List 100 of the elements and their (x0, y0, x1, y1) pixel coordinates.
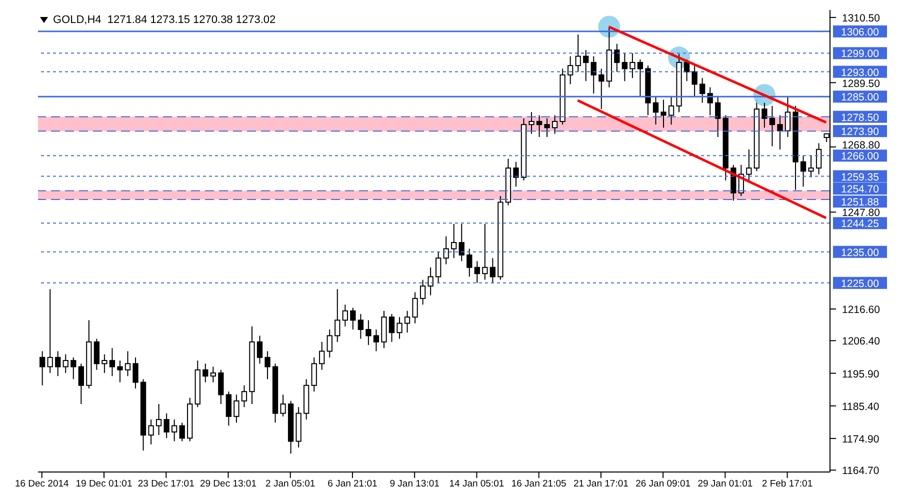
ref-line-label: 1306.00 (841, 26, 880, 38)
candlestick (436, 251, 442, 284)
candlestick (715, 96, 721, 138)
candlestick (808, 155, 814, 178)
candlestick (210, 366, 216, 383)
chart-title: GOLD,H4 1271.84 1273.15 1270.38 1273.02 (53, 14, 276, 26)
x-tick-label: 2 Jan 05:01 (266, 478, 316, 490)
y-tick-label: 1268.80 (842, 140, 880, 152)
candlestick (358, 313, 364, 340)
candlestick (148, 419, 154, 445)
x-tick-label: 16 Dec 2014 (14, 478, 69, 490)
candlestick (172, 419, 178, 442)
candlestick (396, 316, 402, 340)
candlestick (156, 404, 162, 436)
candlestick (334, 288, 340, 342)
candlestick (762, 102, 768, 128)
y-tick-label: 1195.90 (842, 368, 880, 380)
x-tick-label: 19 Dec 01:01 (76, 478, 132, 490)
candlestick (800, 155, 806, 188)
candlestick (40, 350, 46, 386)
ref-line-label: 1251.88 (841, 196, 880, 209)
x-tick-label: 23 Dec 17:01 (138, 478, 194, 490)
candlestick (179, 422, 185, 442)
x-tick-label: 6 Jan 21:01 (328, 478, 378, 490)
candlestick (132, 356, 138, 389)
candlestick (117, 360, 123, 383)
candlestick (443, 236, 449, 265)
candlestick (55, 350, 61, 377)
candlestick (350, 307, 356, 330)
x-tick-label: 26 Jan 09:01 (636, 478, 691, 490)
candlestick (622, 52, 628, 82)
candlestick (746, 148, 752, 181)
candlestick (124, 350, 131, 377)
candlestick (513, 161, 519, 188)
candlestick (490, 258, 496, 284)
candlestick (366, 320, 372, 346)
candlestick (241, 384, 248, 408)
candlestick (536, 114, 542, 138)
candlestick (47, 288, 53, 374)
candlestick (202, 363, 208, 383)
candlestick (544, 118, 550, 138)
candlestick (428, 266, 434, 296)
ref-line-label: 1285.00 (841, 92, 880, 104)
candlestick (226, 391, 232, 426)
candlestick (700, 77, 706, 104)
y-tick-label: 1216.60 (842, 304, 880, 316)
ref-line-label: 1266.00 (841, 150, 880, 163)
candlestick (583, 50, 589, 82)
candlestick (404, 310, 410, 334)
candlestick (420, 279, 426, 306)
y-tick-label: 1289.50 (842, 78, 880, 90)
ref-line-label: 1273.90 (841, 126, 880, 138)
candlestick (784, 96, 791, 138)
ref-line-label: 1235.00 (841, 246, 880, 259)
candlestick (373, 328, 380, 352)
x-tick-label: 14 Jan 05:01 (449, 478, 504, 490)
candlestick (652, 96, 659, 126)
candlestick (816, 142, 822, 175)
candlestick (78, 363, 84, 405)
candlestick (660, 99, 666, 128)
candlestick (474, 260, 480, 284)
ref-line-label: 1293.00 (841, 66, 880, 79)
candlestick (575, 34, 581, 72)
ref-line-label: 1225.00 (841, 278, 880, 290)
candlestick (568, 56, 574, 85)
candlestick (528, 112, 534, 134)
candlestick (637, 58, 644, 98)
candlestick (552, 114, 558, 134)
candlestick (62, 354, 68, 374)
ref-line-label: 1278.50 (841, 112, 880, 124)
candlestick (692, 65, 698, 98)
y-tick-label: 1164.70 (842, 465, 880, 478)
candlestick (412, 292, 418, 324)
candlestick (598, 68, 604, 110)
x-tick-label: 29 Jan 01:01 (698, 478, 753, 490)
x-tick-label: 16 Jan 21:05 (511, 478, 566, 490)
candlestick (668, 96, 674, 126)
candlestick (466, 248, 472, 278)
candlestick (482, 223, 488, 280)
x-tick-label: 9 Jan 13:01 (390, 478, 440, 490)
candlestick (614, 43, 620, 72)
candlestick (388, 313, 395, 342)
candlestick (630, 52, 636, 78)
candlestick (458, 223, 464, 262)
candlestick (280, 394, 286, 417)
candlestick (218, 369, 224, 405)
candlestick (451, 223, 457, 259)
y-tick-label: 1247.80 (842, 207, 880, 220)
candlestick (342, 304, 348, 327)
x-tick-label: 2 Feb 17:01 (762, 478, 813, 490)
candlestick (311, 356, 317, 392)
candlestick (234, 394, 240, 424)
x-tick-label: 21 Jan 17:01 (573, 478, 628, 490)
candlestick (164, 412, 170, 439)
candlestick (109, 348, 116, 377)
candlestick (777, 114, 783, 150)
ref-line-label: 1244.25 (841, 218, 880, 230)
candlestick (264, 350, 270, 380)
candlestick (590, 56, 596, 94)
candlestick (94, 338, 100, 370)
